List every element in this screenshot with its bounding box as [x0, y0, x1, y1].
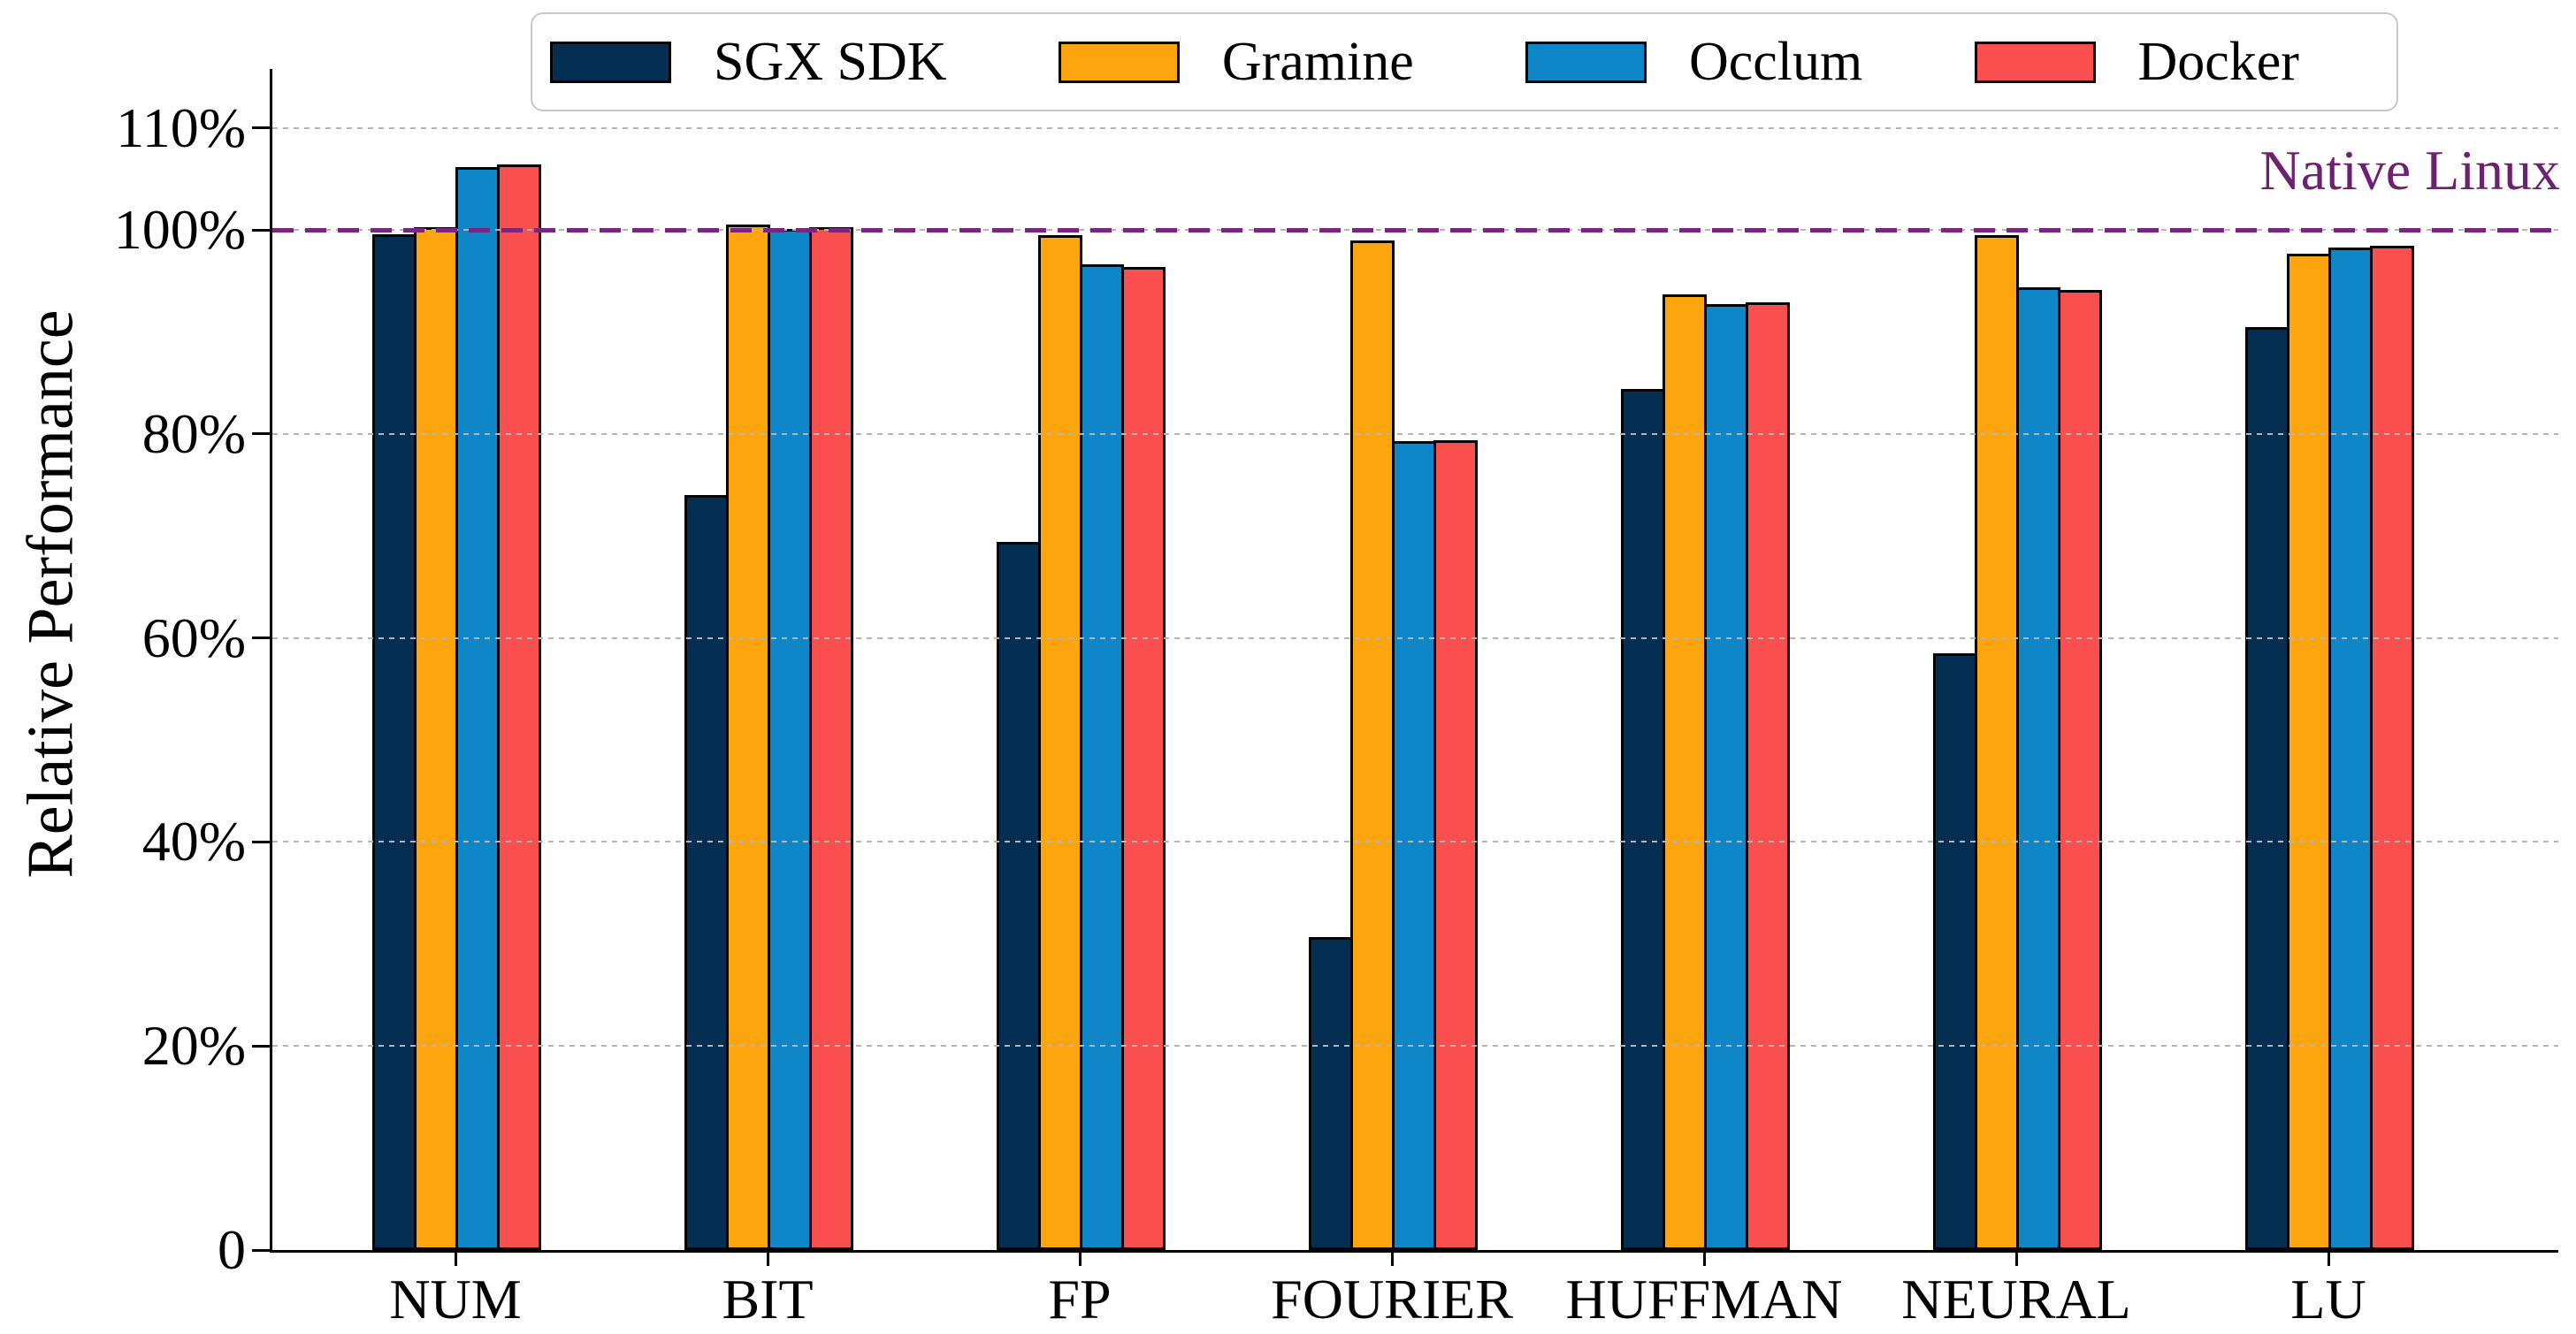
x-tick-bit: [766, 1250, 769, 1266]
gridline-80: [272, 432, 2558, 435]
legend-item-sgx-sdk: SGX SDK: [550, 31, 947, 94]
legend-swatch-docker: [1974, 41, 2096, 83]
gridline-40: [272, 841, 2558, 843]
x-tick-neural: [2014, 1250, 2018, 1266]
bar-huffman-docker: [1746, 302, 1790, 1250]
legend-item-docker: Docker: [1974, 31, 2299, 94]
bar-fourier-docker: [1433, 439, 1478, 1250]
y-tick-80: [252, 432, 270, 436]
bar-lu-occlum: [2328, 247, 2373, 1250]
x-tick-huffman: [1702, 1250, 1706, 1266]
legend: SGX SDK Gramine Occlum Docker: [531, 12, 2398, 111]
y-axis-title: Relative Performance: [14, 309, 88, 879]
x-tick-label-num: NUM: [389, 1268, 522, 1330]
gridline-20: [272, 1045, 2558, 1048]
y-tick-label-80: 80%: [141, 401, 246, 465]
bar-fourier-sgx-sdk: [1309, 936, 1353, 1250]
legend-item-occlum: Occlum: [1525, 31, 1862, 94]
x-tick-lu: [2327, 1250, 2330, 1266]
bar-neural-docker: [2058, 290, 2102, 1250]
y-tick-0: [252, 1248, 270, 1252]
legend-swatch-occlum: [1525, 41, 1647, 83]
legend-label-gramine: Gramine: [1221, 31, 1414, 92]
legend-swatch-sgx-sdk: [550, 41, 671, 83]
legend-label-docker: Docker: [2137, 31, 2299, 92]
bar-num-docker: [497, 164, 541, 1250]
bar-num-sgx-sdk: [372, 233, 417, 1250]
bar-neural-gramine: [1975, 234, 2019, 1250]
bar-bit-occlum: [768, 229, 812, 1250]
bar-lu-gramine: [2287, 253, 2331, 1250]
bar-neural-sgx-sdk: [1933, 653, 1977, 1250]
x-tick-label-huffman: HUFFMAN: [1565, 1268, 1843, 1330]
bar-huffman-occlum: [1704, 304, 1748, 1250]
bar-lu-docker: [2370, 245, 2414, 1250]
y-tick-label-110: 110%: [116, 95, 246, 159]
bar-fourier-occlum: [1392, 441, 1436, 1250]
bar-fp-occlum: [1080, 264, 1124, 1250]
x-tick-label-neural: NEURAL: [1901, 1268, 2131, 1330]
y-tick-label-40: 40%: [141, 810, 246, 873]
y-tick-label-100: 100%: [113, 198, 246, 262]
y-tick-110: [252, 126, 270, 130]
y-tick-40: [252, 840, 270, 843]
bar-num-occlum: [455, 166, 500, 1250]
y-tick-60: [252, 637, 270, 640]
bar-fp-gramine: [1038, 234, 1082, 1250]
bar-neural-occlum: [2016, 286, 2060, 1250]
bar-huffman-gramine: [1663, 293, 1707, 1250]
y-tick-label-60: 60%: [141, 606, 246, 669]
bar-bit-gramine: [726, 225, 770, 1250]
bar-num-gramine: [414, 226, 458, 1250]
bar-huffman-sgx-sdk: [1621, 389, 1665, 1250]
x-tick-label-lu: LU: [2290, 1268, 2366, 1330]
reference-line-label: Native Linux: [2259, 139, 2560, 202]
x-tick-fp: [1078, 1250, 1082, 1266]
legend-swatch-gramine: [1058, 41, 1180, 83]
x-tick-label-bit: BIT: [722, 1268, 814, 1330]
bar-fp-sgx-sdk: [997, 542, 1041, 1250]
legend-item-gramine: Gramine: [1058, 31, 1414, 94]
native-linux-reference-line: [272, 228, 2558, 233]
bar-fourier-gramine: [1350, 240, 1395, 1250]
y-tick-label-0: 0: [218, 1218, 246, 1281]
x-tick-fourier: [1390, 1250, 1394, 1266]
bar-bit-docker: [809, 226, 853, 1250]
x-tick-num: [454, 1250, 457, 1266]
y-tick-20: [252, 1044, 270, 1048]
y-tick-label-20: 20%: [141, 1014, 246, 1078]
gridline-110: [272, 126, 2558, 129]
bar-fp-docker: [1121, 266, 1166, 1250]
x-tick-label-fp: FP: [1048, 1268, 1112, 1330]
bar-lu-sgx-sdk: [2245, 326, 2289, 1250]
gridline-60: [272, 637, 2558, 639]
bar-bit-sgx-sdk: [684, 495, 729, 1250]
plot-area: [270, 69, 2558, 1253]
x-tick-label-fourier: FOURIER: [1271, 1268, 1513, 1330]
legend-label-occlum: Occlum: [1688, 31, 1863, 92]
y-tick-100: [252, 228, 270, 232]
legend-label-sgx-sdk: SGX SDK: [714, 31, 947, 92]
